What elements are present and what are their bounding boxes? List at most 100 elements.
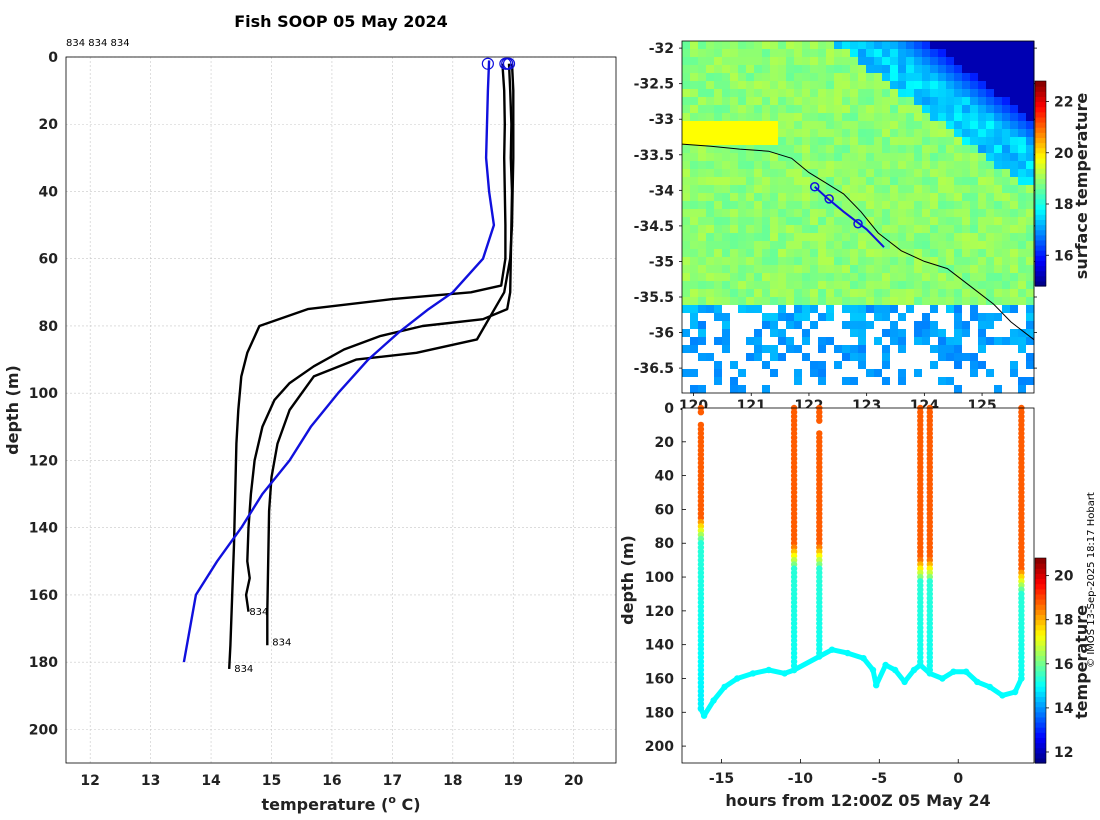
sst-cell bbox=[754, 105, 763, 114]
sst-cell bbox=[922, 161, 931, 170]
sst-cell bbox=[802, 225, 811, 234]
sst-cell bbox=[770, 161, 779, 170]
sst-cell bbox=[754, 217, 763, 226]
sst-cell bbox=[954, 137, 963, 146]
sst-colorbar-tick-label: 20 bbox=[1054, 146, 1074, 162]
sst-cell bbox=[954, 249, 963, 258]
sst-cell bbox=[930, 177, 939, 186]
sst-cell bbox=[882, 249, 891, 258]
sst-cell bbox=[890, 249, 899, 258]
ship-track-marker bbox=[853, 219, 863, 229]
sst-cell bbox=[802, 89, 811, 98]
sst-colorbar-swatch bbox=[1035, 147, 1046, 154]
sst-cell bbox=[834, 297, 843, 306]
sst-cell bbox=[714, 137, 723, 146]
sst-cell bbox=[1026, 353, 1035, 362]
sst-colorbar-swatch bbox=[1035, 142, 1046, 149]
sst-cell bbox=[882, 209, 891, 218]
sst-cell bbox=[874, 305, 883, 314]
sst-cell bbox=[890, 217, 899, 226]
sst-cell bbox=[786, 81, 795, 90]
sst-cell bbox=[698, 121, 707, 130]
sst-cell bbox=[682, 273, 691, 282]
sst-cell bbox=[866, 353, 875, 362]
sst-cell bbox=[1010, 113, 1019, 122]
sst-cell bbox=[762, 321, 771, 330]
sst-cell bbox=[1026, 97, 1035, 106]
sst-cell bbox=[882, 385, 891, 394]
sst-cell bbox=[730, 193, 739, 202]
sst-cell bbox=[722, 209, 731, 218]
sst-colorbar-swatch bbox=[1035, 188, 1046, 195]
sst-cell bbox=[802, 145, 811, 154]
sst-cell bbox=[826, 361, 835, 370]
sst-cell bbox=[1010, 241, 1019, 250]
sst-cell bbox=[730, 81, 739, 90]
sst-cell bbox=[746, 281, 755, 290]
sst-colorbar-swatch bbox=[1035, 91, 1046, 97]
sst-cell bbox=[858, 145, 867, 154]
sst-cell bbox=[986, 49, 995, 58]
sst-cell bbox=[786, 153, 795, 162]
sst-map-cells bbox=[682, 41, 1035, 394]
sst-cell bbox=[914, 65, 923, 74]
sst-cell bbox=[938, 65, 947, 74]
sst-cell bbox=[762, 137, 771, 146]
sst-cell bbox=[682, 249, 691, 258]
sst-cell bbox=[978, 321, 987, 330]
sst-cell bbox=[898, 289, 907, 298]
sst-cell bbox=[698, 105, 707, 114]
sst-cell bbox=[874, 185, 883, 194]
sst-cell bbox=[1010, 385, 1019, 394]
sst-cell bbox=[850, 193, 859, 202]
sst-cell bbox=[1018, 329, 1027, 338]
sst-cell bbox=[866, 177, 875, 186]
sst-cell bbox=[962, 353, 971, 362]
sst-cell bbox=[1026, 289, 1035, 298]
sst-cell bbox=[906, 217, 915, 226]
sst-cell bbox=[882, 41, 891, 50]
profile-xtick-label: 20 bbox=[564, 773, 584, 789]
sst-cell bbox=[794, 313, 803, 322]
sst-cell bbox=[834, 313, 843, 322]
sst-cell bbox=[818, 241, 827, 250]
sst-cell bbox=[842, 161, 851, 170]
sst-cell bbox=[962, 241, 971, 250]
sst-cell bbox=[978, 345, 987, 354]
section-xlabel: hours from 12:00Z 05 May 24 bbox=[725, 791, 990, 810]
sst-cell bbox=[778, 217, 787, 226]
sst-cell bbox=[818, 345, 827, 354]
sst-cell bbox=[890, 49, 899, 58]
sst-cell bbox=[882, 329, 891, 338]
sst-cell bbox=[922, 57, 931, 66]
sst-cell bbox=[978, 329, 987, 338]
sst-cell bbox=[738, 113, 747, 122]
sst-cell bbox=[882, 241, 891, 250]
sst-cell bbox=[706, 105, 715, 114]
sst-cell bbox=[698, 185, 707, 194]
section-colorbar-swatch bbox=[1035, 665, 1046, 672]
sst-ytick-label: -33.5 bbox=[634, 148, 674, 164]
sst-cell bbox=[962, 121, 971, 130]
sst-cell bbox=[930, 129, 939, 138]
sst-cell bbox=[682, 353, 691, 362]
sst-cell bbox=[1026, 225, 1035, 234]
sst-cell bbox=[874, 97, 883, 106]
sst-cell bbox=[1010, 233, 1019, 242]
sst-cell bbox=[1002, 177, 1011, 186]
sst-cell bbox=[882, 225, 891, 234]
sst-cell bbox=[858, 281, 867, 290]
sst-cell bbox=[754, 377, 763, 386]
sst-cell bbox=[810, 185, 819, 194]
sst-cell bbox=[794, 65, 803, 74]
profile-frame bbox=[65, 56, 617, 764]
sst-cell bbox=[882, 265, 891, 274]
sst-cell bbox=[794, 145, 803, 154]
sst-cell bbox=[930, 169, 939, 178]
sst-cell bbox=[682, 305, 691, 314]
sst-cell bbox=[730, 281, 739, 290]
sst-cell bbox=[906, 41, 915, 50]
sst-cell bbox=[842, 233, 851, 242]
sst-cell bbox=[970, 305, 979, 314]
